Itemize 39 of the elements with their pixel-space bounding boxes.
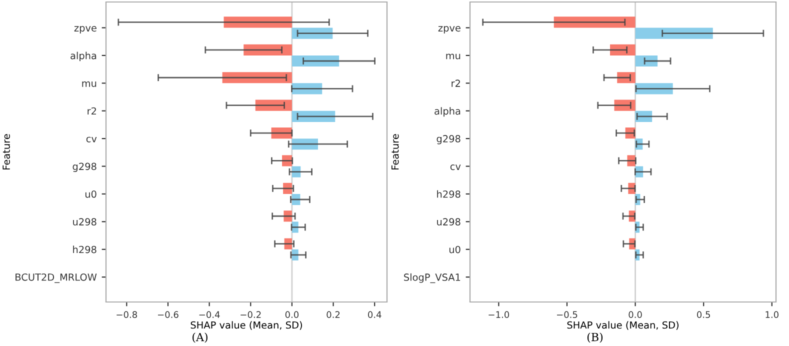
y-tick-label: SlogP_VSA1: [404, 273, 460, 284]
x-axis-title: SHAP value (Mean, SD): [190, 321, 302, 330]
y-tick-label: r2: [88, 107, 96, 115]
y-tick-label: zpve: [74, 26, 96, 34]
y-tick-label: alpha: [70, 52, 96, 62]
x-tick-label: 1.0: [766, 311, 778, 318]
x-tick-label: 0.0: [628, 311, 642, 318]
x-tick-label: −0.4: [199, 311, 220, 318]
y-axis-title: Feature: [2, 134, 10, 170]
y-tick-label: u298: [437, 218, 460, 226]
y-tick-label: r2: [452, 80, 460, 87]
bar: [635, 28, 713, 39]
y-tick-label: BCUT2D_MRLOW: [16, 273, 97, 283]
y-tick-label: h298: [73, 246, 96, 254]
y-tick-label: mu: [446, 54, 460, 60]
y-tick-label: mu: [82, 81, 96, 87]
x-tick-label: −1.0: [488, 311, 510, 318]
y-tick-label: alpha: [434, 107, 460, 117]
y-tick-label: g298: [72, 162, 96, 172]
y-tick-label: u0: [449, 246, 460, 254]
x-tick-label: −0.2: [240, 311, 261, 318]
y-axis-title: Feature: [392, 134, 399, 170]
y-tick-label: g298: [436, 135, 460, 144]
x-tick-label: 0.4: [368, 311, 382, 318]
x-tick-label: 0.2: [326, 311, 340, 318]
text: (B): [587, 332, 603, 343]
x-axis-title: SHAP value (Mean, SD): [567, 321, 678, 330]
x-tick-label: −0.5: [556, 311, 578, 318]
x-tick-label: 0.5: [697, 311, 710, 318]
x-tick-label: −0.6: [158, 311, 178, 318]
y-tick-label: cv: [86, 136, 97, 142]
y-tick-label: u298: [73, 218, 96, 226]
y-tick-label: u0: [85, 190, 96, 198]
x-tick-label: −0.8: [116, 311, 138, 318]
y-tick-label: h298: [437, 190, 460, 198]
text: (A): [192, 332, 208, 343]
y-tick-label: cv: [450, 164, 461, 170]
y-tick-label: zpve: [438, 26, 460, 34]
x-tick-label: 0.0: [285, 311, 299, 318]
